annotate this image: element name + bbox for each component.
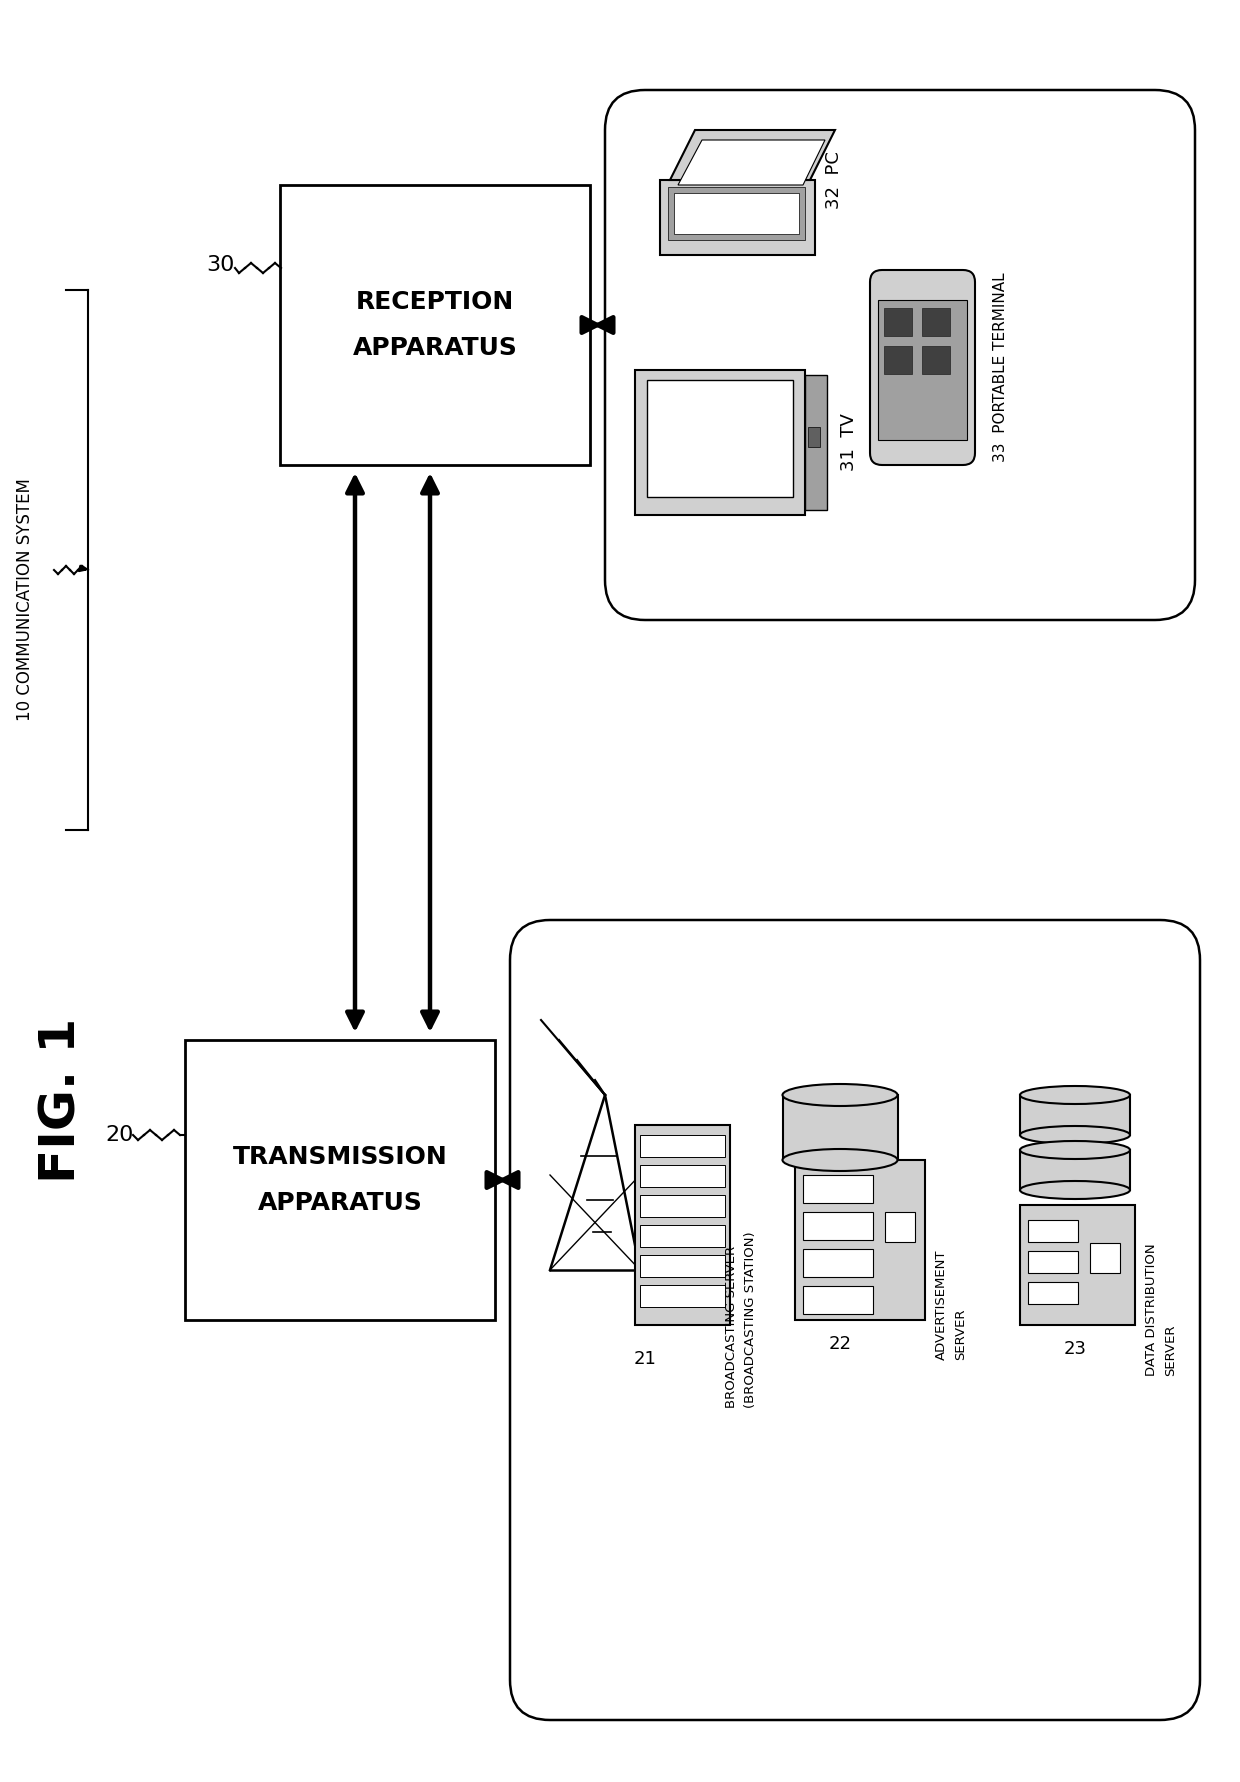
Text: BROADCASTING SERVER
(BROADCASTING STATION): BROADCASTING SERVER (BROADCASTING STATIO… (725, 1231, 756, 1408)
Text: 21: 21 (634, 1351, 656, 1369)
Bar (923, 308, 950, 337)
Ellipse shape (782, 1083, 898, 1107)
Bar (1021, 1094, 1130, 1135)
Bar (1021, 1205, 1135, 1326)
FancyBboxPatch shape (605, 91, 1195, 620)
Text: 31  TV: 31 TV (839, 413, 858, 470)
Bar (640, 1196, 725, 1217)
Bar (804, 1287, 873, 1313)
Text: RECEPTION
APPARATUS: RECEPTION APPARATUS (352, 290, 517, 360)
Bar (805, 374, 827, 510)
Bar (885, 1212, 915, 1242)
Bar (795, 1160, 925, 1320)
Polygon shape (678, 141, 825, 185)
Bar (1028, 1281, 1078, 1304)
Bar (878, 299, 967, 440)
Text: 30: 30 (206, 255, 234, 274)
Bar (280, 185, 590, 465)
Ellipse shape (782, 1149, 898, 1171)
Ellipse shape (1021, 1140, 1130, 1158)
Ellipse shape (1021, 1126, 1130, 1144)
Bar (675, 192, 799, 233)
Bar (640, 1135, 725, 1157)
Text: 22: 22 (828, 1335, 852, 1353)
FancyBboxPatch shape (510, 920, 1200, 1720)
Bar (635, 1124, 730, 1326)
Text: ADVERTISEMENT
SERVER: ADVERTISEMENT SERVER (935, 1249, 967, 1360)
Bar (640, 1285, 725, 1306)
Text: 33  PORTABLE TERMINAL: 33 PORTABLE TERMINAL (993, 273, 1008, 462)
Text: 10 COMMUNICATION SYSTEM: 10 COMMUNICATION SYSTEM (16, 479, 33, 722)
Bar (640, 1255, 725, 1278)
Bar (808, 428, 820, 447)
Text: 20: 20 (105, 1124, 134, 1146)
Bar (1028, 1251, 1078, 1272)
Text: 32  PC: 32 PC (825, 151, 843, 208)
Bar (640, 1165, 725, 1187)
Text: FIG. 1: FIG. 1 (38, 1018, 86, 1183)
Ellipse shape (1021, 1085, 1130, 1105)
Bar (804, 1174, 873, 1203)
Bar (185, 1041, 495, 1320)
Bar (782, 1094, 898, 1160)
Bar (1021, 1149, 1130, 1190)
Bar (884, 308, 911, 337)
Bar (647, 380, 794, 497)
Text: TRANSMISSION
APPARATUS: TRANSMISSION APPARATUS (233, 1144, 448, 1215)
Bar (804, 1212, 873, 1240)
Bar (923, 346, 950, 374)
Bar (668, 187, 805, 241)
Bar (804, 1249, 873, 1278)
FancyBboxPatch shape (870, 271, 975, 465)
Bar (884, 346, 911, 374)
Text: DATA DISTRIBUTION
SERVER: DATA DISTRIBUTION SERVER (1145, 1244, 1177, 1376)
Polygon shape (670, 130, 835, 180)
Text: 23: 23 (1064, 1340, 1086, 1358)
Bar (635, 371, 805, 515)
Bar (640, 1224, 725, 1247)
Bar (1090, 1244, 1120, 1272)
Bar (660, 180, 815, 255)
Bar (1028, 1221, 1078, 1242)
Ellipse shape (1021, 1181, 1130, 1199)
